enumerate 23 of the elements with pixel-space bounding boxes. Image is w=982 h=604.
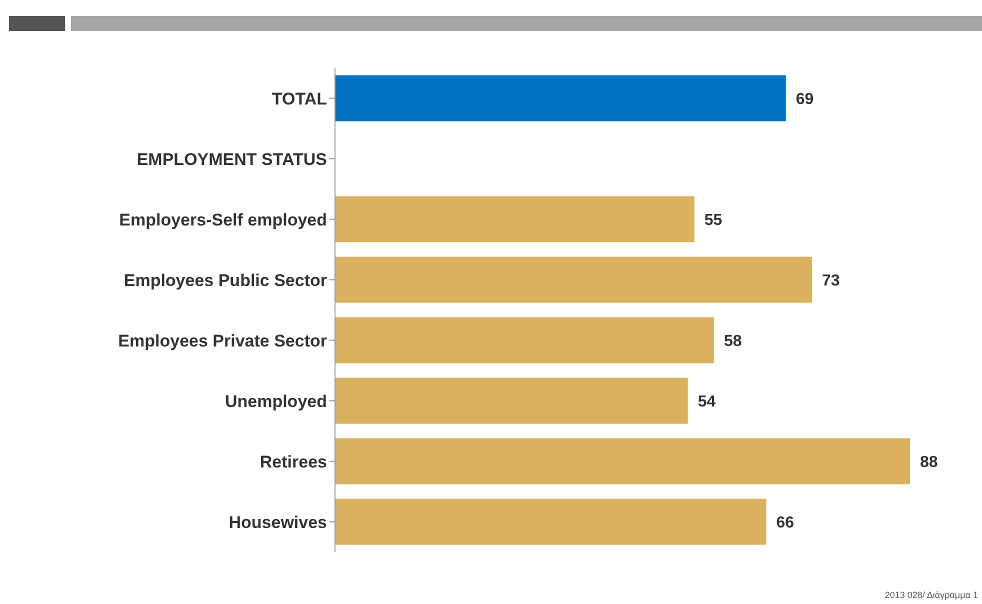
- data-label: 58: [724, 332, 742, 350]
- bar: [335, 256, 812, 303]
- bar: [335, 378, 688, 424]
- bar: [335, 438, 910, 484]
- y-tick-label: Employees Public Sector: [124, 270, 328, 290]
- bar: [335, 196, 694, 242]
- y-tick-label: TOTAL: [272, 89, 327, 108]
- text: 2013 028/ Διάγραμμα 1: [884, 590, 978, 600]
- data-label: 88: [920, 454, 938, 471]
- data-label: 69: [796, 90, 814, 108]
- y-tick-label: Employers-Self employed: [119, 210, 327, 230]
- data-label: 73: [822, 272, 840, 290]
- y-tick-label: EMPLOYMENT STATUS: [136, 150, 327, 169]
- bar: [335, 498, 766, 545]
- data-label: 54: [698, 393, 716, 410]
- data-label: 55: [704, 212, 722, 229]
- bar: [335, 75, 786, 122]
- y-tick-label: Unemployed: [224, 392, 327, 411]
- y-tick-label: Employees Private Sector: [118, 331, 328, 350]
- y-tick-label: Retirees: [260, 452, 327, 472]
- bar: [335, 317, 714, 364]
- y-tick-label: Housewives: [228, 512, 327, 532]
- data-label: 66: [776, 514, 794, 532]
